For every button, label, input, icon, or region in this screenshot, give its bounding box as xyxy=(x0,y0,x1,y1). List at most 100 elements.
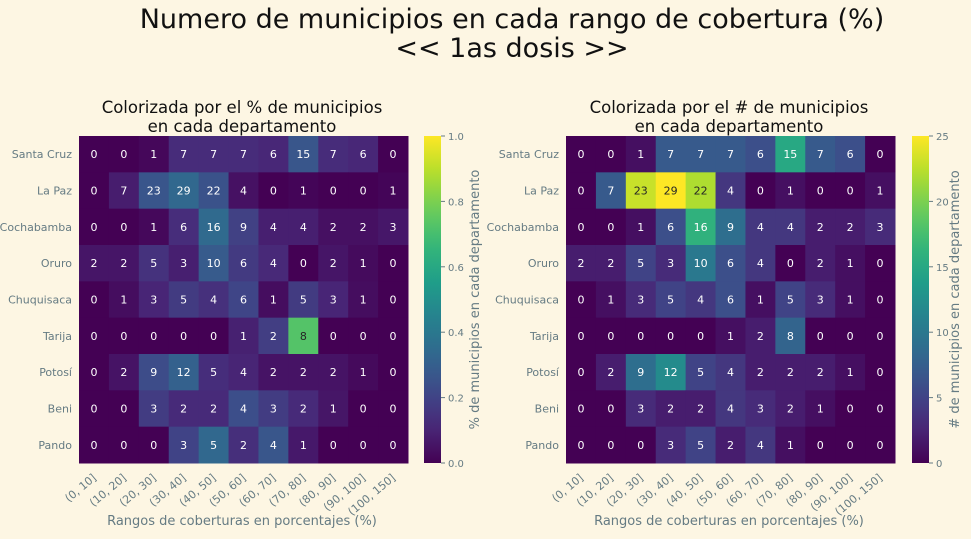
y-tick-label: Beni xyxy=(48,403,72,416)
heatmap-cell xyxy=(348,208,379,246)
heatmap-cell xyxy=(595,281,627,319)
heatmap-cell xyxy=(108,172,140,210)
heatmap-cell xyxy=(318,390,349,428)
cell-value-label: 2 xyxy=(210,403,217,416)
heatmap-cell xyxy=(625,390,657,428)
cell-value-label: 6 xyxy=(360,148,367,161)
panel-title-line2: en cada departamento xyxy=(148,117,337,136)
cell-value-label: 0 xyxy=(360,439,367,452)
cell-value-label: 3 xyxy=(180,257,187,270)
panel-title-line1: Colorizada por el # de municipios xyxy=(590,98,869,117)
cell-value-label: 3 xyxy=(390,221,397,234)
heatmap-cell xyxy=(198,390,230,428)
cell-value-label: 0 xyxy=(120,221,127,234)
cell-value-label: 0 xyxy=(607,221,614,234)
heatmap-cell xyxy=(775,281,806,319)
cell-value-label: 2 xyxy=(120,366,127,379)
heatmap-cell xyxy=(378,390,409,428)
cell-value-label: 5 xyxy=(300,294,307,307)
cell-value-label: 6 xyxy=(667,221,674,234)
cell-value-label: 1 xyxy=(607,294,614,307)
cell-value-label: 2 xyxy=(270,330,277,343)
heatmap-cell xyxy=(228,172,259,210)
cell-value-label: 0 xyxy=(390,403,397,416)
heatmap-cell xyxy=(288,136,319,173)
cell-value-label: 0 xyxy=(90,294,97,307)
heatmap-cell xyxy=(228,390,259,428)
cell-value-label: 23 xyxy=(147,185,161,198)
cell-value-label: 1 xyxy=(787,439,794,452)
colorbar xyxy=(424,136,441,463)
cell-value-label: 0 xyxy=(757,185,764,198)
y-tick-label: Cochabamba xyxy=(487,221,559,234)
y-tick-label: La Paz xyxy=(37,185,72,198)
colorbar-tick-label: 20 xyxy=(936,197,949,208)
cell-value-label: 0 xyxy=(877,257,884,270)
heatmap-cell xyxy=(566,245,597,282)
cell-value-label: 0 xyxy=(817,439,824,452)
cell-value-label: 9 xyxy=(727,221,734,234)
cell-value-label: 2 xyxy=(787,366,794,379)
cell-value-label: 3 xyxy=(330,294,337,307)
cell-value-label: 4 xyxy=(270,257,277,270)
heatmap-cell xyxy=(288,354,319,391)
cell-value-label: 1 xyxy=(637,148,644,161)
cell-value-label: 7 xyxy=(727,148,734,161)
cell-value-label: 29 xyxy=(177,185,191,198)
heatmap-cell xyxy=(348,354,379,391)
cell-value-label: 3 xyxy=(817,294,824,307)
heatmap-cell xyxy=(865,172,896,210)
cell-value-label: 7 xyxy=(210,148,217,161)
cell-value-label: 29 xyxy=(664,185,678,198)
heatmap-cell xyxy=(228,354,259,391)
heatmap-cell xyxy=(228,136,259,173)
heatmap-cell xyxy=(625,245,657,282)
cell-value-label: 2 xyxy=(727,439,734,452)
cell-value-label: 3 xyxy=(667,439,674,452)
cell-value-label: 3 xyxy=(757,403,764,416)
colorbar-tick-label: 0.6 xyxy=(448,263,464,274)
heatmap-cell xyxy=(198,317,230,355)
cell-value-label: 0 xyxy=(120,148,127,161)
heatmap-cell xyxy=(258,281,289,319)
colorbar-tick-label: 10 xyxy=(936,328,949,339)
heatmap-cell xyxy=(595,354,627,391)
heatmap-cell xyxy=(228,208,259,246)
cell-value-label: 2 xyxy=(360,221,367,234)
cell-value-label: 12 xyxy=(664,366,678,379)
cell-value-label: 1 xyxy=(150,221,157,234)
cell-value-label: 23 xyxy=(634,185,648,198)
heatmap-cell xyxy=(79,354,110,391)
heatmap-cell xyxy=(168,136,200,173)
heatmap-cell xyxy=(318,354,349,391)
cell-value-label: 3 xyxy=(667,257,674,270)
cell-value-label: 0 xyxy=(637,439,644,452)
cell-value-label: 4 xyxy=(787,221,794,234)
cell-value-label: 6 xyxy=(240,294,247,307)
cell-value-label: 0 xyxy=(577,403,584,416)
heatmap-cell xyxy=(655,136,687,173)
heatmap-cell xyxy=(318,317,349,355)
heatmap-cell xyxy=(168,426,200,464)
heatmap-cell xyxy=(775,208,806,246)
heatmap-cell xyxy=(258,208,289,246)
heatmap-cell xyxy=(625,172,657,210)
cell-value-label: 0 xyxy=(577,148,584,161)
heatmap-cell xyxy=(79,245,110,282)
heatmap-cell xyxy=(595,390,627,428)
cell-value-label: 1 xyxy=(240,330,247,343)
heatmap-cell xyxy=(138,136,170,173)
cell-value-label: 0 xyxy=(180,330,187,343)
cell-value-label: 0 xyxy=(877,439,884,452)
heatmap-cell xyxy=(138,390,170,428)
cell-value-label: 2 xyxy=(330,257,337,270)
cell-value-label: 0 xyxy=(330,185,337,198)
heatmap-cell xyxy=(865,281,896,319)
colorbar-tick-label: 0.0 xyxy=(448,459,464,470)
heatmap-cell xyxy=(625,208,657,246)
cell-value-label: 6 xyxy=(180,221,187,234)
heatmap-cell xyxy=(805,136,836,173)
heatmap-cell xyxy=(865,317,896,355)
cell-value-label: 0 xyxy=(330,330,337,343)
